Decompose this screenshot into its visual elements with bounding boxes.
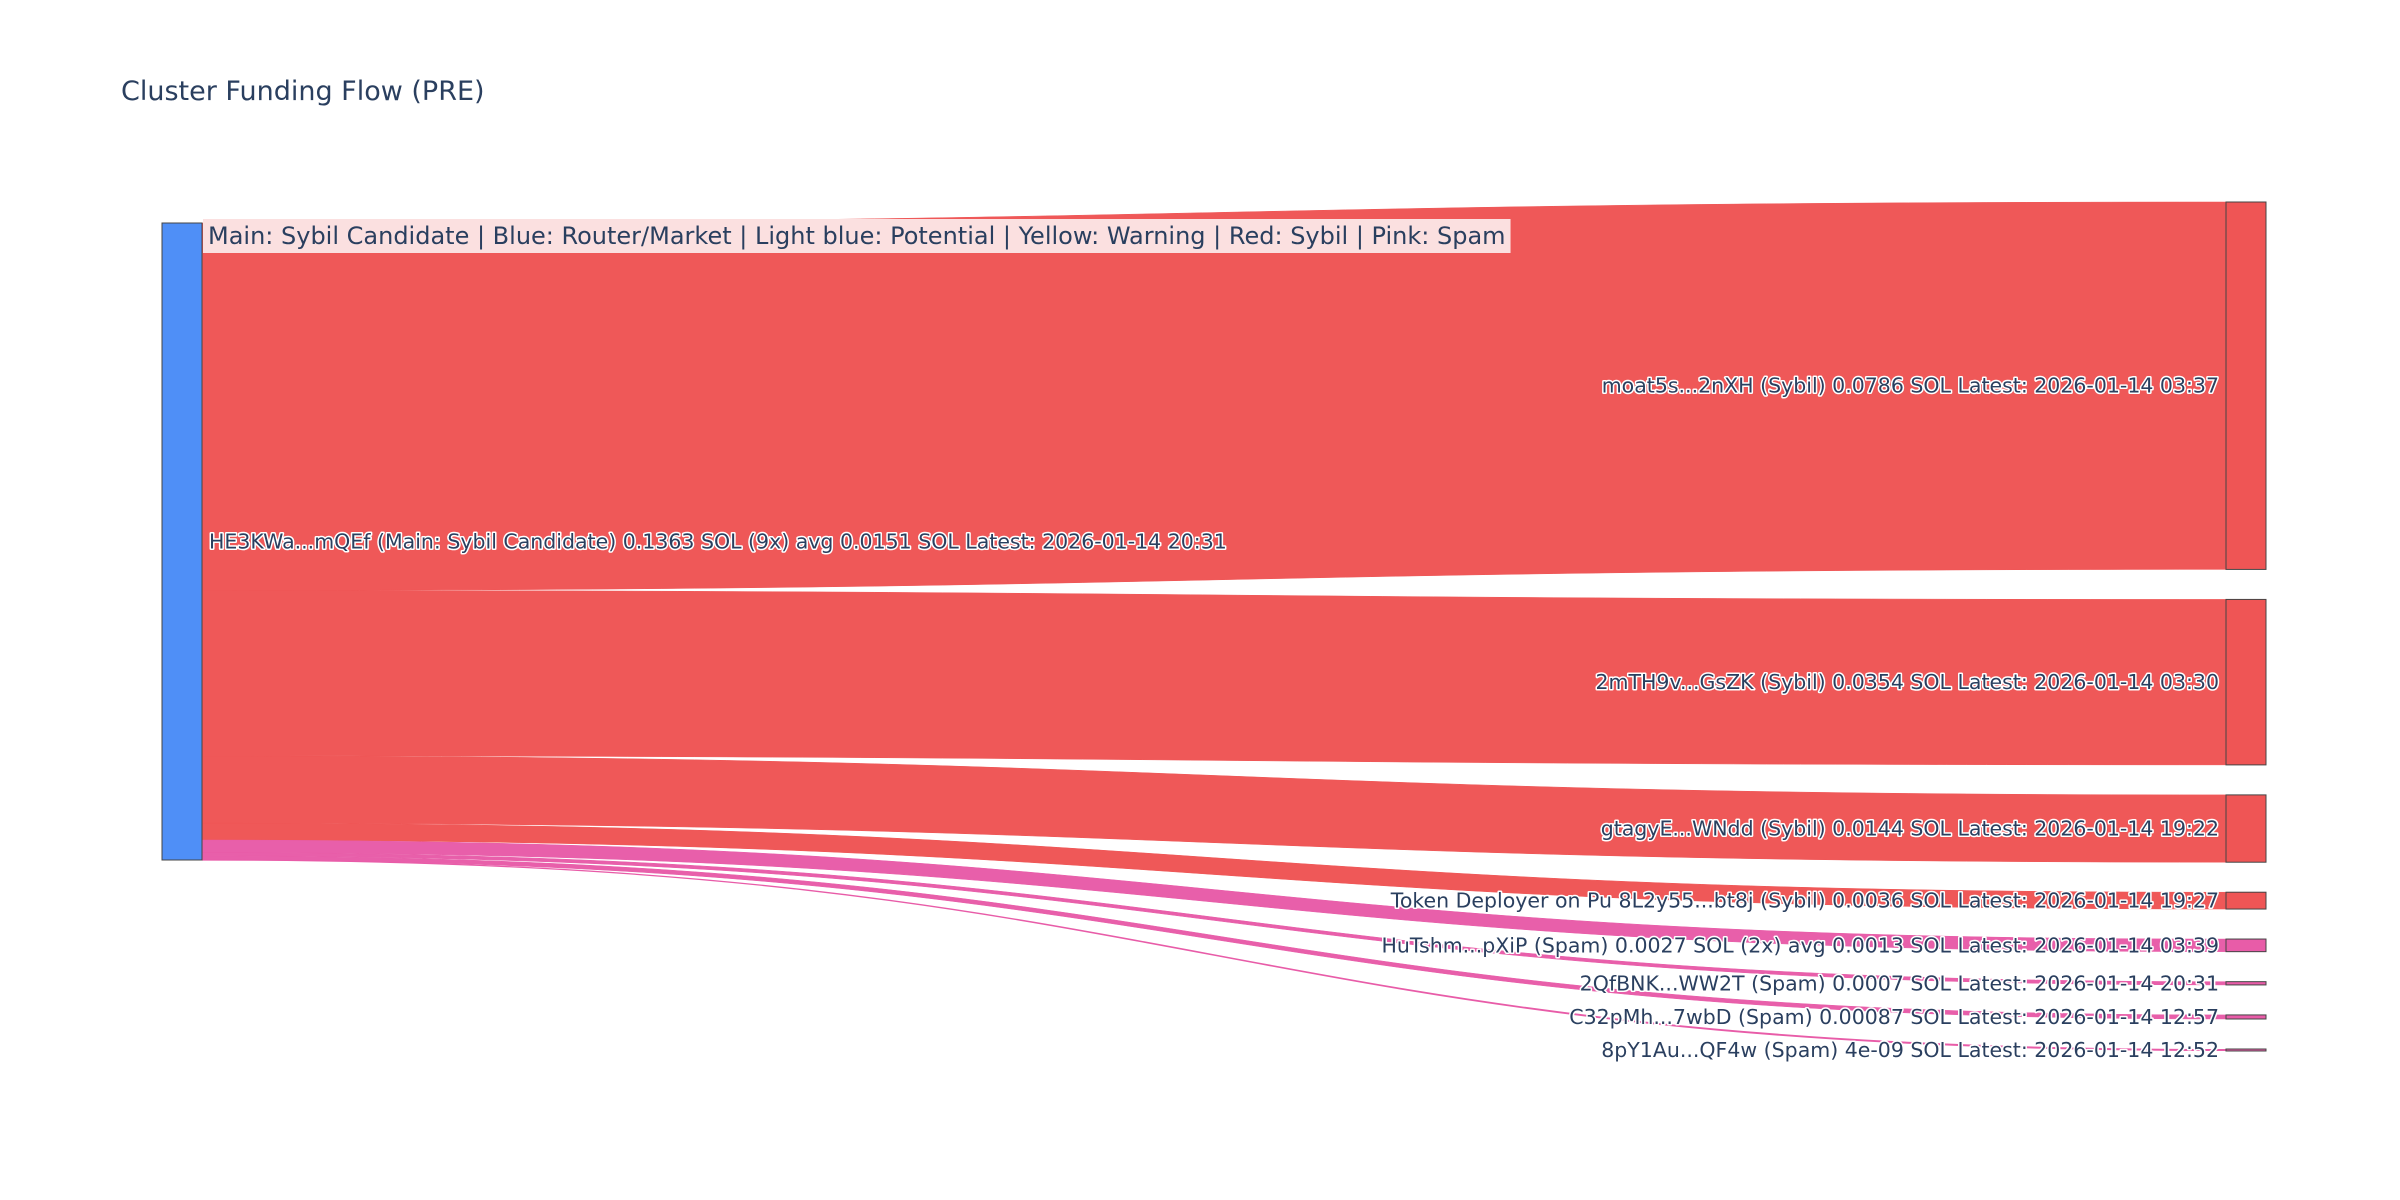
node-target-4[interactable] bbox=[2225, 891, 2267, 910]
links-layer bbox=[201, 201, 2227, 1052]
nodes-layer bbox=[161, 201, 2267, 1052]
node-label-target-8: 8pY1Au...QF4w (Spam) 4e-09 SOL Latest: 2… bbox=[1601, 1038, 2219, 1062]
node-target-5[interactable] bbox=[2225, 938, 2267, 953]
node-label-target-5: HuTshm...pXiP (Spam) 0.0027 SOL (2x) avg… bbox=[1381, 933, 2219, 957]
node-target-1[interactable] bbox=[2225, 201, 2267, 570]
legend-annotation-background bbox=[203, 219, 1511, 253]
node-label-target-1: moat5s...2nXH (Sybil) 0.0786 SOL Latest:… bbox=[1602, 374, 2219, 398]
node-source[interactable] bbox=[161, 222, 203, 861]
node-target-7[interactable] bbox=[2225, 1014, 2267, 1020]
node-target-8[interactable] bbox=[2225, 1048, 2267, 1052]
chart-title: Cluster Funding Flow (PRE) bbox=[121, 76, 485, 107]
node-label-target-2: 2mTH9v...GsZK (Sybil) 0.0354 SOL Latest:… bbox=[1595, 670, 2219, 694]
node-target-6[interactable] bbox=[2225, 981, 2267, 986]
legend-annotation: Main: Sybil Candidate | Blue: Router/Mar… bbox=[208, 222, 1506, 250]
node-label-target-7: C32pMh...7wbD (Spam) 0.00087 SOL Latest:… bbox=[1569, 1005, 2219, 1029]
labels-layer: HE3KWa...mQEf (Main: Sybil Candidate) 0.… bbox=[208, 372, 2221, 1063]
node-label-target-4: Token Deployer on Pu 8L2y55...bt8j (Sybi… bbox=[1390, 889, 2219, 913]
node-label-target-6: 2QfBNK...WW2T (Spam) 0.0007 SOL Latest: … bbox=[1580, 971, 2219, 995]
node-target-3[interactable] bbox=[2225, 794, 2267, 863]
node-target-2[interactable] bbox=[2225, 598, 2267, 766]
node-label-target-3: gtagyE...WNdd (Sybil) 0.0144 SOL Latest:… bbox=[1601, 817, 2219, 841]
node-label-source: HE3KWa...mQEf (Main: Sybil Candidate) 0.… bbox=[209, 530, 1227, 554]
